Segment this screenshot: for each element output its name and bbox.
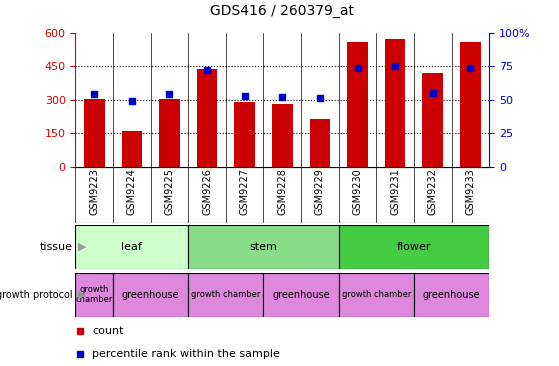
Bar (272, 104, 293, 167)
Text: greenhouse: greenhouse (122, 290, 179, 300)
Text: growth protocol: growth protocol (0, 290, 73, 300)
Text: GSM9224: GSM9224 (127, 168, 137, 215)
Text: GSM9228: GSM9228 (277, 168, 287, 215)
Point (278, 94, 287, 100)
Bar (121, 131, 142, 167)
Text: GSM9233: GSM9233 (465, 168, 475, 215)
Bar (414, 273, 489, 317)
Text: greenhouse: greenhouse (423, 290, 480, 300)
Bar (347, 42, 368, 167)
Bar (234, 101, 255, 167)
Bar (188, 225, 339, 269)
Point (127, 98, 136, 104)
Text: ▶: ▶ (78, 290, 87, 300)
Bar (113, 273, 188, 317)
Text: GSM9229: GSM9229 (315, 168, 325, 215)
Text: leaf: leaf (121, 242, 143, 252)
Bar (385, 38, 405, 167)
Text: growth chamber: growth chamber (342, 290, 411, 299)
Point (428, 90, 437, 96)
Text: GSM9231: GSM9231 (390, 168, 400, 215)
Bar (339, 273, 414, 317)
Point (240, 93, 249, 99)
Point (353, 65, 362, 71)
Text: GSM9225: GSM9225 (164, 168, 174, 215)
Text: GSM9226: GSM9226 (202, 168, 212, 215)
Text: flower: flower (397, 242, 431, 252)
Point (466, 65, 475, 71)
Bar (188, 273, 263, 317)
Bar (310, 119, 330, 167)
Bar (159, 98, 180, 167)
Text: GSM9232: GSM9232 (428, 168, 438, 215)
Text: tissue: tissue (40, 242, 73, 252)
Bar (75, 273, 113, 317)
Bar (460, 42, 481, 167)
Bar (197, 68, 217, 167)
Bar (263, 273, 339, 317)
Point (165, 92, 174, 97)
Point (315, 96, 324, 101)
Text: count: count (92, 326, 124, 336)
Bar (423, 73, 443, 167)
Point (391, 63, 400, 69)
Text: growth
chamber: growth chamber (75, 285, 113, 305)
Text: ▶: ▶ (78, 242, 87, 252)
Text: GDS416 / 260379_at: GDS416 / 260379_at (210, 4, 354, 18)
Point (202, 67, 211, 73)
Bar (75, 225, 188, 269)
Text: stem: stem (249, 242, 277, 252)
Bar (339, 225, 489, 269)
Text: GSM9223: GSM9223 (89, 168, 100, 215)
Text: greenhouse: greenhouse (272, 290, 330, 300)
Text: percentile rank within the sample: percentile rank within the sample (92, 349, 280, 359)
Text: growth chamber: growth chamber (191, 290, 260, 299)
Text: GSM9230: GSM9230 (353, 168, 362, 215)
Bar (84, 98, 105, 167)
Text: GSM9227: GSM9227 (240, 168, 250, 215)
Point (90, 92, 99, 97)
